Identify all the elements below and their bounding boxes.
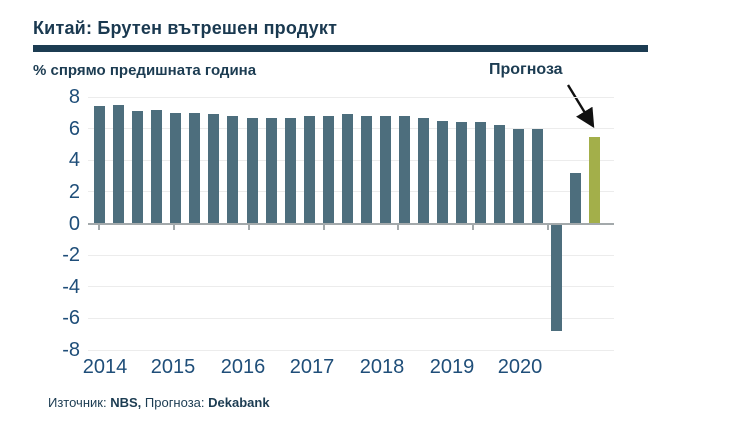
bar-2014-q4	[151, 109, 163, 224]
bar-2019-q4	[532, 128, 544, 224]
x-axis-year-label: 2015	[150, 356, 196, 378]
bar-2017-q4	[379, 115, 391, 224]
x-axis-year-label: 2020	[497, 356, 543, 378]
x-axis-tick	[547, 224, 549, 230]
bar-2020-q1	[551, 223, 563, 332]
x-axis-year-label: 2016	[220, 356, 266, 378]
bar-2015-q2	[189, 112, 201, 224]
y-axis-tick-label: 6	[68, 117, 80, 140]
x-axis-tick	[173, 224, 175, 230]
bar-2019-q1	[475, 122, 486, 224]
y-axis-tick-label: 2	[68, 180, 80, 203]
bar-2017-q2	[341, 114, 353, 224]
forecast-annotation: Прогноза	[489, 61, 563, 78]
bar-2016-q1	[246, 117, 258, 224]
gridline-y-2	[88, 254, 614, 256]
source-prefix: Източник:	[48, 395, 107, 410]
bar-2015-q4	[227, 115, 239, 224]
bar-2018-q4	[455, 122, 467, 224]
y-axis-tick-label: -4	[62, 275, 80, 298]
bar-2019-q2	[494, 125, 506, 224]
bar-2020-q3-(прогноза)	[589, 136, 601, 224]
source-forecast-name: Dekabank	[208, 395, 270, 410]
bar-2017-q1	[322, 115, 334, 224]
plot-area	[88, 96, 614, 351]
bar-2018-q1	[398, 115, 410, 224]
x-axis-tick	[98, 224, 100, 230]
x-axis-tick	[397, 224, 399, 230]
gridline-y-4	[88, 286, 614, 288]
y-axis-tick-label: -8	[62, 339, 80, 361]
x-axis-tick	[323, 224, 325, 230]
y-axis-tick-label: -6	[62, 307, 80, 330]
y-axis-tick-label: -2	[62, 244, 80, 267]
y-axis-tick-label: 8	[68, 86, 80, 108]
gridline-y8	[88, 96, 614, 98]
x-axis-year-label: 2014	[82, 356, 128, 378]
y-axis-tick-label: 0	[68, 212, 80, 235]
y-axis-tick-label: 4	[68, 149, 80, 172]
title-divider	[33, 45, 648, 52]
bar-2014-q3	[132, 111, 144, 224]
bar-2014-q1	[94, 106, 106, 224]
bar-2019-q3	[513, 128, 525, 224]
forecast-arrow-icon	[566, 84, 595, 129]
source-note: Източник: NBS, Прогноза: Dekabank	[48, 395, 270, 410]
page-title: Китай: Брутен вътрешен продукт	[33, 18, 338, 38]
bar-2016-q3	[284, 117, 296, 224]
source-name: NBS,	[110, 395, 142, 410]
x-axis-year-label: 2018	[359, 356, 405, 378]
source-forecast-prefix: Прогноза:	[144, 395, 205, 410]
gridline-y-8	[88, 349, 614, 351]
x-axis-year-label: 2017	[289, 356, 335, 378]
gridline-y-6	[88, 317, 614, 319]
x-axis-line	[88, 222, 614, 225]
x-axis-tick	[472, 224, 474, 230]
y-axis-unit-label: % спрямо предишната година	[33, 62, 257, 79]
bar-2016-q4	[303, 115, 315, 224]
bar-2015-q3	[208, 114, 220, 224]
bar-2020-q2	[570, 172, 582, 224]
bar-2014-q2	[113, 104, 125, 224]
x-axis-tick	[248, 224, 250, 230]
bar-2016-q2	[265, 117, 277, 224]
bar-2018-q2	[417, 117, 429, 224]
bar-2018-q3	[436, 120, 448, 224]
x-axis-year-label: 2019	[429, 356, 475, 378]
bar-2017-q3	[360, 115, 372, 224]
bar-2015-q1	[170, 112, 182, 224]
